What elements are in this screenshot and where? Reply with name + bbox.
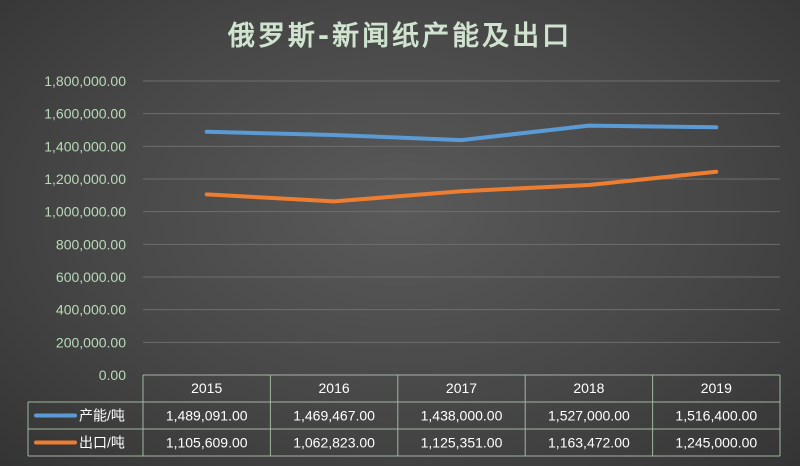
x-category-label: 2015 (191, 380, 222, 396)
chart-title: 俄罗斯-新闻纸产能及出口 (227, 21, 573, 52)
x-category-label: 2017 (446, 380, 477, 396)
data-label: 1,245,000.00 (675, 435, 757, 451)
x-category-label: 2019 (701, 380, 732, 396)
y-tick-label: 1,000,000.00 (44, 204, 126, 220)
series-line (204, 123, 719, 143)
data-label: 1,438,000.00 (421, 408, 503, 424)
y-tick-label: 1,600,000.00 (44, 106, 126, 122)
data-label: 1,469,467.00 (293, 408, 375, 424)
y-tick-label: 800,000.00 (56, 236, 126, 252)
y-tick-label: 0.00 (99, 367, 126, 383)
x-category-label: 2018 (573, 380, 604, 396)
y-tick-label: 400,000.00 (56, 302, 126, 318)
x-category-label: 2016 (319, 380, 350, 396)
data-label: 1,527,000.00 (548, 408, 630, 424)
data-label: 1,163,472.00 (548, 435, 630, 451)
legend-label: 出口/吨 (79, 435, 125, 451)
data-label: 1,489,091.00 (166, 408, 248, 424)
legend-label: 产能/吨 (79, 408, 125, 424)
data-label: 1,105,609.00 (166, 435, 248, 451)
y-tick-label: 600,000.00 (56, 269, 126, 285)
y-tick-label: 1,200,000.00 (44, 171, 126, 187)
y-tick-label: 1,400,000.00 (44, 138, 126, 154)
data-label: 1,125,351.00 (421, 435, 503, 451)
data-label: 1,516,400.00 (675, 408, 757, 424)
y-tick-label: 200,000.00 (56, 334, 126, 350)
series-line (204, 169, 719, 204)
y-tick-label: 1,800,000.00 (44, 73, 126, 89)
data-label: 1,062,823.00 (293, 435, 375, 451)
